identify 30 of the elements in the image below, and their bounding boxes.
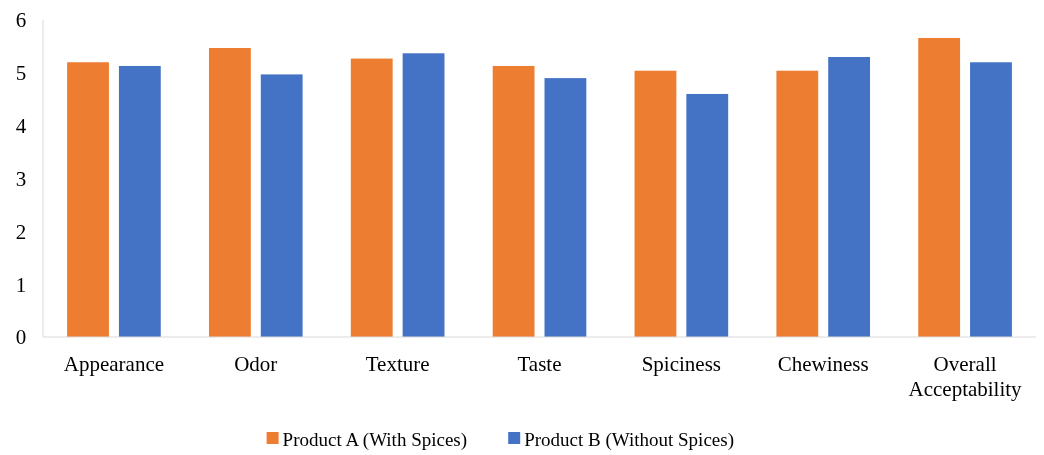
bar [492, 65, 535, 337]
x-tick-label: Chewiness [777, 352, 869, 376]
y-tick-label: 5 [15, 61, 27, 86]
bar [544, 78, 587, 337]
bar [208, 48, 251, 337]
y-tick-label: 6 [15, 8, 27, 33]
y-tick-label: 0 [15, 325, 27, 350]
x-tick-label: Spiciness [641, 352, 722, 376]
bar [350, 58, 393, 337]
bar [828, 56, 871, 337]
x-tick-label: Taste [517, 352, 562, 376]
legend-label: Product A (With Spices) [282, 428, 468, 451]
bar [634, 70, 677, 337]
bar [118, 65, 161, 337]
y-tick-label: 1 [15, 272, 27, 297]
y-tick-label: 2 [15, 219, 27, 244]
bar [260, 74, 303, 337]
x-tick-label: Odor [234, 352, 278, 376]
y-tick-label: 4 [15, 114, 27, 139]
bar [67, 62, 109, 337]
bar [402, 53, 445, 337]
x-tick-label: Overall Acceptability [908, 352, 1023, 401]
bar [776, 70, 819, 337]
legend-label: Product B (Without Spices) [524, 428, 735, 451]
y-tick-label: 3 [15, 166, 27, 191]
bar [686, 93, 729, 337]
x-tick-label: Appearance [63, 352, 165, 376]
x-tick-label: Texture [365, 352, 430, 376]
bar [918, 37, 961, 337]
bar [970, 62, 1012, 337]
